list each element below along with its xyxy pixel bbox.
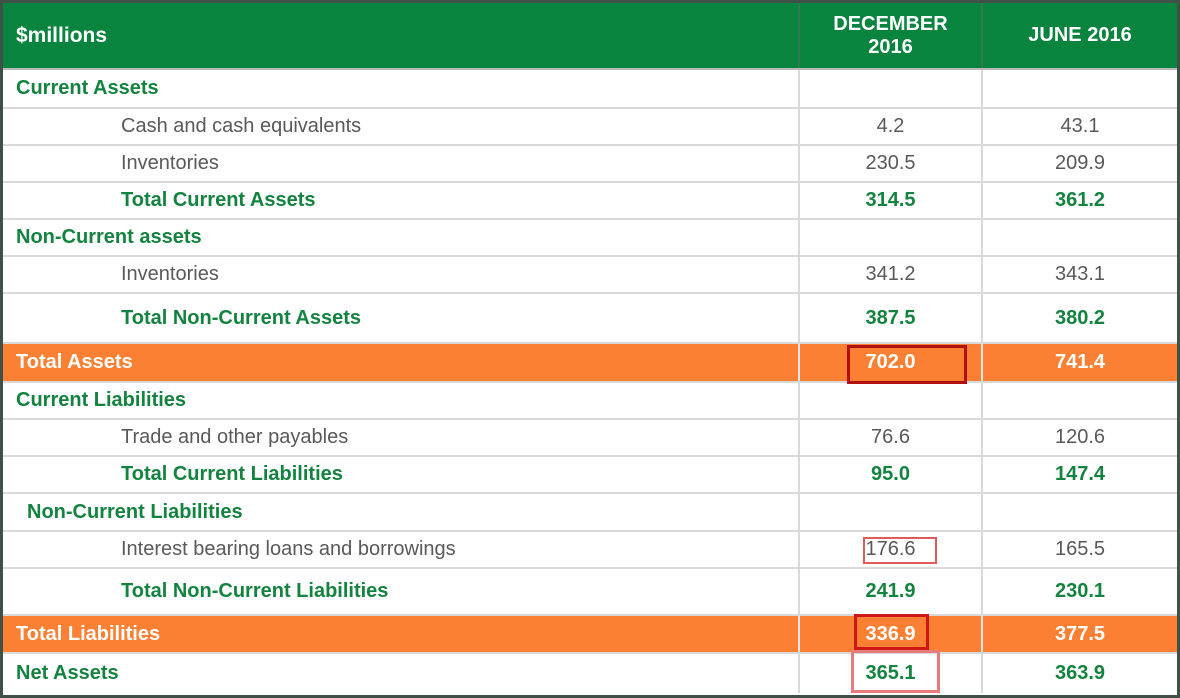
table-row: Current Liabilities xyxy=(3,383,1177,420)
june-value-cell xyxy=(981,70,1177,107)
row-label: Non-Current assets xyxy=(16,226,202,248)
dec-value-cell: 702.0 xyxy=(798,344,981,384)
row-label: Total Liabilities xyxy=(16,622,161,645)
june-value-cell: 147.4 xyxy=(981,457,1177,492)
june-value-cell: 43.1 xyxy=(981,109,1177,144)
row-label: Total Current Assets xyxy=(121,189,316,211)
row-label: Total Non-Current Assets xyxy=(121,306,362,329)
header-label-december-2016: DECEMBER 2016 xyxy=(833,12,948,58)
table-row-total-liabilities: Total Liabilities 336.9 377.5 xyxy=(3,614,1177,654)
table-header-row: $millions DECEMBER 2016 JUNE 2016 xyxy=(3,3,1177,70)
header-cell-december-2016: DECEMBER 2016 xyxy=(798,3,981,68)
dec-value: 176.6 xyxy=(865,538,916,560)
header-label-june-2016: JUNE 2016 xyxy=(1028,24,1132,46)
dec-value-cell: 176.6 xyxy=(798,532,981,567)
row-label: Total Assets xyxy=(16,351,133,373)
dec-value-cell: 241.9 xyxy=(798,569,981,614)
june-value-cell xyxy=(981,220,1177,255)
table-row: Inventories 341.2 343.1 xyxy=(3,257,1177,294)
table-row: Non-Current Liabilities xyxy=(3,494,1177,532)
dec-value-cell: 341.2 xyxy=(798,257,981,292)
dec-value-cell xyxy=(798,70,981,107)
row-label: Trade and other payables xyxy=(121,426,349,448)
table-row-net-assets: Net Assets 365.1 363.9 xyxy=(3,650,1177,693)
row-label: Cash and cash equivalents xyxy=(121,115,362,137)
header-cell-june-2016: JUNE 2016 xyxy=(981,3,1177,68)
dec-value: 336.9 xyxy=(865,622,916,645)
row-label: Interest bearing loans and borrowings xyxy=(121,538,456,560)
dec-value: 365.1 xyxy=(865,662,916,684)
june-value-cell: 380.2 xyxy=(981,294,1177,342)
table-row: Current Assets xyxy=(3,70,1177,109)
june-value-cell xyxy=(981,494,1177,530)
table-row: Non-Current assets xyxy=(3,220,1177,257)
dec-value-cell: 76.6 xyxy=(798,420,981,455)
row-label: Total Non-Current Liabilities xyxy=(121,580,389,602)
dec-value-cell: 230.5 xyxy=(798,146,981,181)
june-value-cell xyxy=(981,383,1177,418)
row-label: Net Assets xyxy=(16,662,119,684)
row-label: Current Liabilities xyxy=(16,389,187,411)
dec-value-cell xyxy=(798,383,981,418)
table-row: Cash and cash equivalents 4.2 43.1 xyxy=(3,109,1177,146)
dec-value-cell: 336.9 xyxy=(798,614,981,652)
row-label: Inventories xyxy=(121,152,219,174)
june-value-cell: 120.6 xyxy=(981,420,1177,455)
table-row-total-assets: Total Assets 702.0 741.4 xyxy=(3,344,1177,384)
june-value-cell: 363.9 xyxy=(981,654,1177,693)
row-label: Inventories xyxy=(121,263,219,285)
table-row: Total Current Liabilities 95.0 147.4 xyxy=(3,457,1177,494)
row-label: Total Current Liabilities xyxy=(121,463,343,485)
dec-value-cell: 387.5 xyxy=(798,294,981,342)
dec-value: 702.0 xyxy=(865,351,916,373)
table-row: Inventories 230.5 209.9 xyxy=(3,146,1177,183)
dec-value-cell: 365.1 xyxy=(798,650,981,693)
table-row: Total Current Assets 314.5 361.2 xyxy=(3,183,1177,220)
june-value-cell: 361.2 xyxy=(981,183,1177,218)
table-row: Interest bearing loans and borrowings 17… xyxy=(3,532,1177,569)
dec-value-cell xyxy=(798,494,981,530)
dec-value-cell: 314.5 xyxy=(798,183,981,218)
table-row: Total Non-Current Liabilities 241.9 230.… xyxy=(3,569,1177,616)
dec-value-cell xyxy=(798,220,981,255)
june-value-cell: 230.1 xyxy=(981,569,1177,614)
table-row: Trade and other payables 76.6 120.6 xyxy=(3,420,1177,457)
row-label: Non-Current Liabilities xyxy=(27,500,243,523)
table-row: Total Non-Current Assets 387.5 380.2 xyxy=(3,294,1177,344)
dec-value-cell: 95.0 xyxy=(798,457,981,492)
june-value-cell: 209.9 xyxy=(981,146,1177,181)
june-value-cell: 165.5 xyxy=(981,532,1177,567)
header-cell-units: $millions xyxy=(16,23,108,47)
june-value-cell: 741.4 xyxy=(981,344,1177,381)
dec-value-cell: 4.2 xyxy=(798,109,981,144)
june-value-cell: 377.5 xyxy=(981,616,1177,652)
row-label: Current Assets xyxy=(16,77,159,99)
june-value-cell: 343.1 xyxy=(981,257,1177,292)
